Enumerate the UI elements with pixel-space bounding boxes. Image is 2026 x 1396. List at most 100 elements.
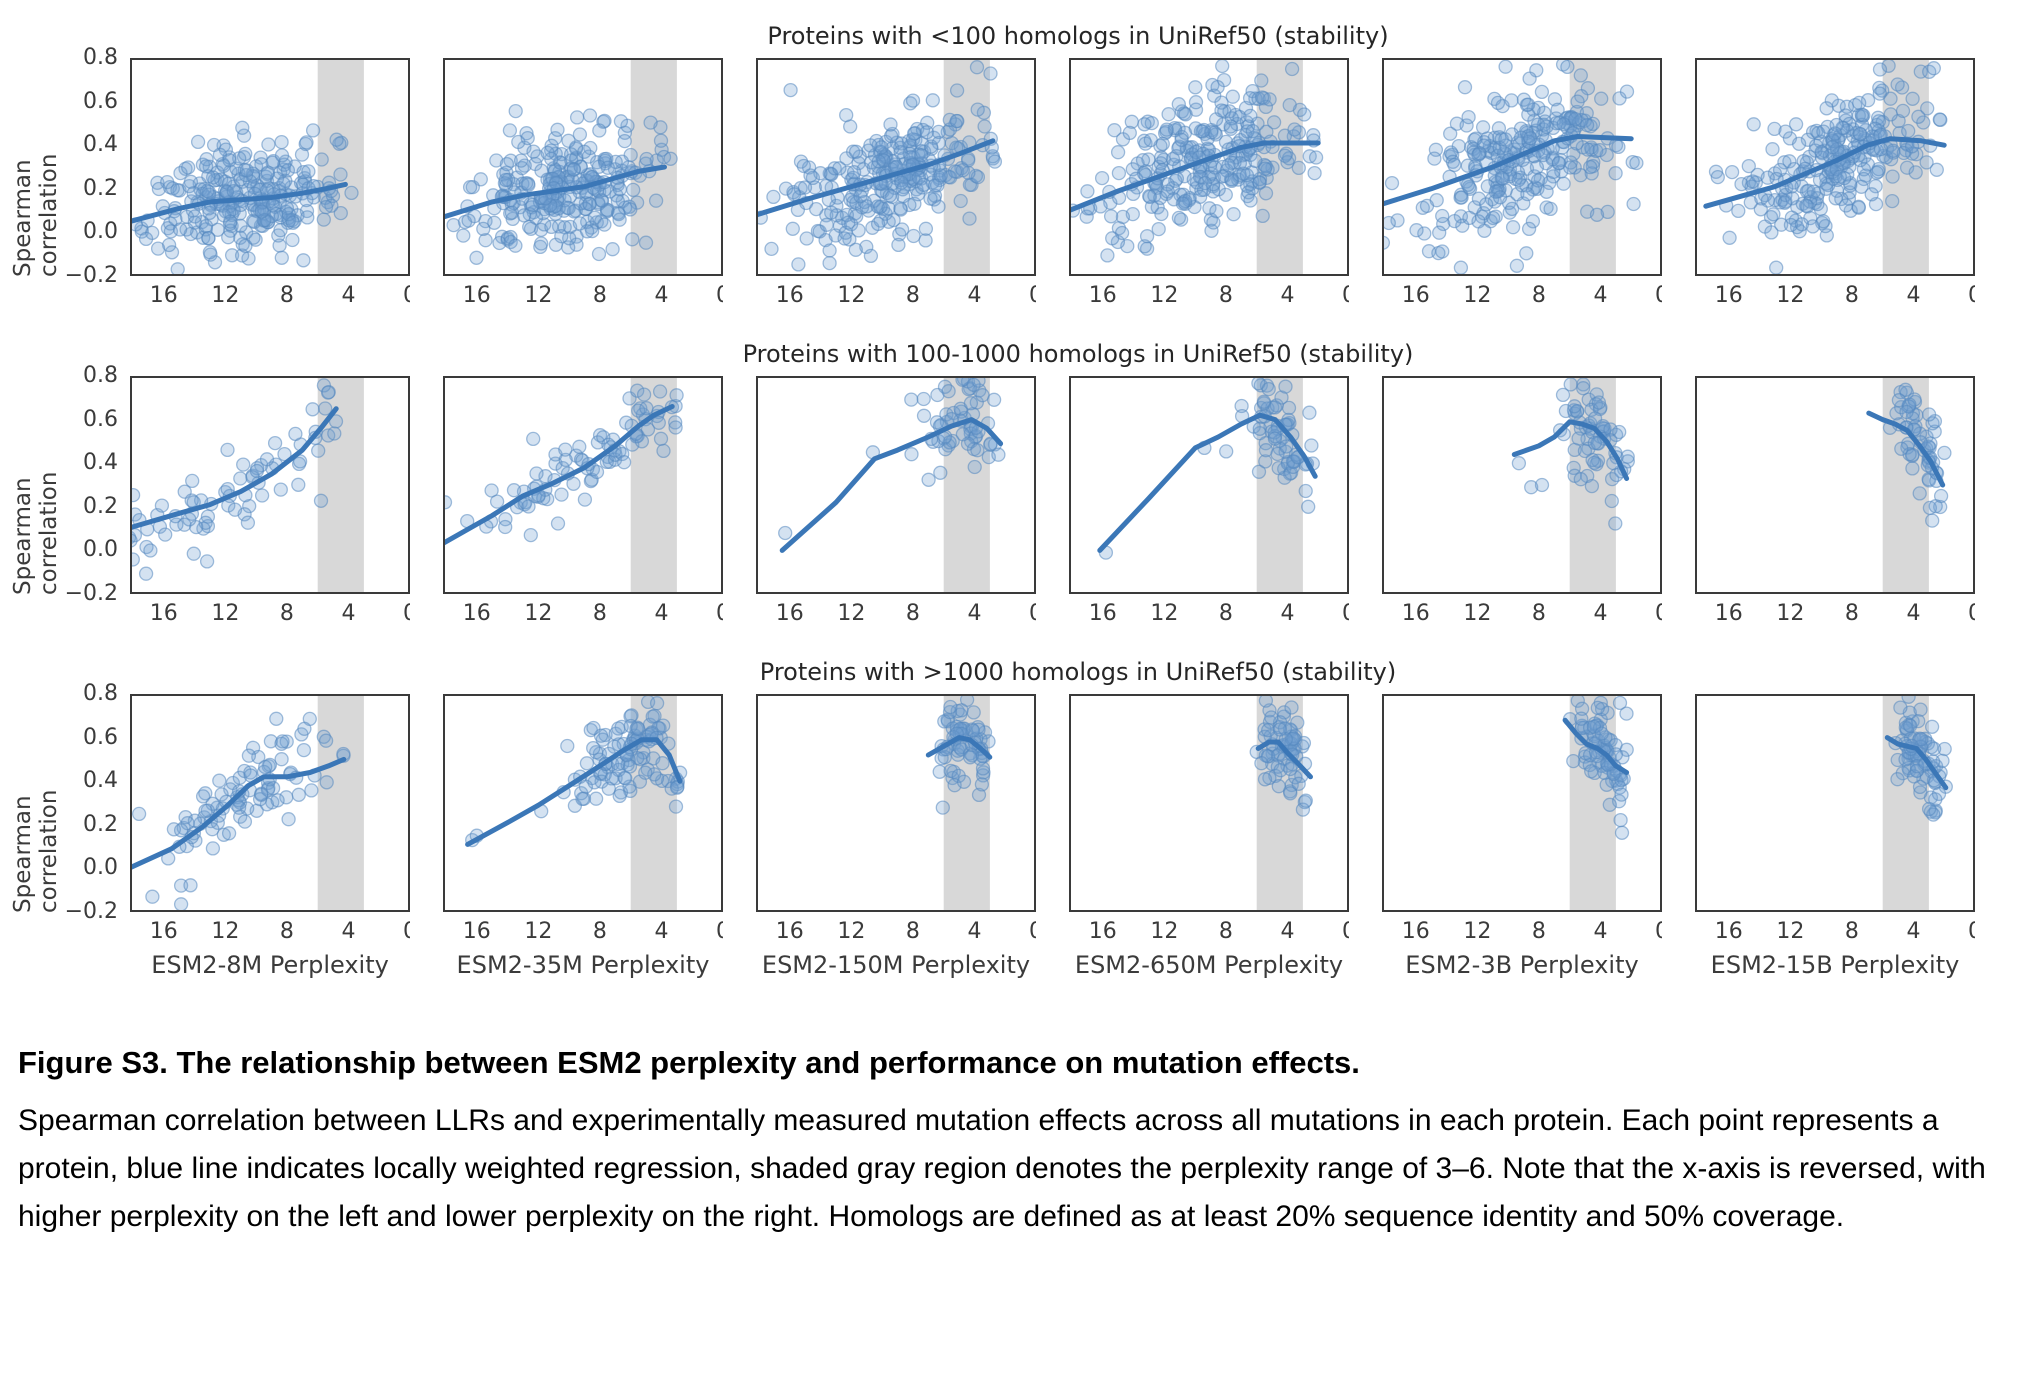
scatter-points: [132, 378, 344, 581]
x-tick-label: 4: [342, 919, 356, 944]
scatter-plot: 16 12 8 4 0: [443, 58, 723, 308]
x-tick-label: 16: [150, 283, 178, 308]
x-tick-label: 4: [1907, 283, 1921, 308]
x-tick-label: 0: [1655, 919, 1662, 944]
scatter-plot: 16 12 8 4 0: [443, 694, 723, 944]
x-tick-label: 4: [968, 919, 982, 944]
plot-frame: [1695, 58, 1975, 276]
scatter-plot: 16 12 8 4 0: [1695, 376, 1975, 626]
plot-frame: [1382, 376, 1662, 594]
x-tick-label: 4: [1594, 601, 1608, 626]
panel-esm2-3b-row-1: 16 12 8 4 0: [1382, 58, 1662, 310]
y-tick-label: 0.0: [83, 855, 118, 881]
regression-line: [1382, 134, 1634, 207]
regression-line: [1866, 410, 1946, 488]
regression-line: [779, 417, 1004, 553]
caption-title: Figure S3. The relationship between ESM2…: [18, 1045, 1360, 1080]
x-tick-label: 8: [1532, 283, 1546, 308]
x-tick-label: 8: [1532, 919, 1546, 944]
row-title: Proteins with 100-1000 homologs in UniRe…: [742, 340, 1414, 368]
x-tick-label: 12: [837, 919, 865, 944]
y-tick-label: 0.2: [83, 175, 118, 201]
plot-frame: [1695, 694, 1975, 912]
x-tick-label: 12: [211, 919, 239, 944]
panel-esm2-15b-row-2: 16 12 8 4 0: [1695, 376, 1975, 628]
x-axis-label: ESM2-15B Perplexity: [1710, 951, 1960, 979]
x-tick-label: 4: [1281, 601, 1295, 626]
x-tick-label: 4: [1907, 919, 1921, 944]
plot-frame: [1069, 694, 1349, 912]
x-tick-label: 12: [211, 601, 239, 626]
x-tick-label: 16: [1715, 919, 1743, 944]
panels-row-1: 16 12 8 4 0 16 12 8 4 0 16 12 8 4 0 16 12 8 4 0 16 12 8 4 0 16 12 8…: [130, 58, 1975, 310]
x-tick-label: 0: [403, 601, 410, 626]
x-tick-label: 0: [1655, 601, 1662, 626]
panel-esm2-3b-row-2: 16 12 8 4 0: [1382, 376, 1662, 628]
regression-line: [1097, 412, 1318, 553]
plot-frame: [130, 376, 410, 594]
scatter-plot: 16 12 8 4 0: [1382, 376, 1662, 626]
x-tick-label: 0: [403, 919, 410, 944]
panel-esm2-15b-row-3: 16 12 8 4 0 ESM2-15B Perplexity: [1695, 694, 1975, 982]
x-tick-label: 0: [1029, 283, 1036, 308]
regression-line: [443, 404, 675, 547]
regression-line: [1255, 739, 1313, 780]
x-tick-label: 4: [968, 283, 982, 308]
x-tick-label: 16: [150, 919, 178, 944]
x-tick-label: 8: [906, 283, 920, 308]
x-tick-label: 8: [906, 601, 920, 626]
x-tick-label: 12: [837, 601, 865, 626]
row-title: Proteins with >1000 homologs in UniRef50…: [759, 658, 1397, 686]
y-axis-gutter: Spearman correlation 0.8 0.6 0.4 0.2 0.0 −0.2: [0, 45, 130, 310]
row-lt100-homologs: Proteins with <100 homologs in UniRef50 …: [0, 14, 2026, 310]
x-tick-label: 12: [1776, 601, 1804, 626]
x-axis-label: ESM2-3B Perplexity: [1405, 951, 1639, 979]
x-tick-label: 4: [655, 601, 669, 626]
x-tick-label: 12: [1150, 283, 1178, 308]
x-tick-label: 4: [342, 601, 356, 626]
panel-esm2-15b-row-1: 16 12 8 4 0: [1695, 58, 1975, 310]
x-tick-label: 12: [524, 601, 552, 626]
x-tick-label: 0: [1029, 601, 1036, 626]
perplexity-band-3-6: [317, 59, 364, 275]
x-tick-label: 8: [1219, 283, 1233, 308]
x-tick-label: 12: [1776, 919, 1804, 944]
x-tick-label: 16: [1402, 283, 1430, 308]
x-tick-label: 8: [1532, 601, 1546, 626]
scatter-points: [778, 378, 1006, 541]
scatter-plot: 16 12 8 4 0: [1695, 58, 1975, 308]
y-tick-label: 0.4: [83, 768, 118, 794]
scatter-plot: 16 12 8 4 0: [130, 376, 410, 626]
scatter-points: [1562, 696, 1634, 840]
panel-esm2-35m-row-3: 16 12 8 4 0ESM2-35M Perplexity: [443, 694, 723, 982]
plot-frame: [443, 58, 723, 276]
x-tick-label: 0: [403, 283, 410, 308]
y-axis-gutter: Spearman correlation 0.8 0.6 0.4 0.2 0.0 −0.2: [0, 681, 130, 946]
x-tick-label: 0: [1968, 601, 1975, 626]
row-gt1000-homologs: Proteins with >1000 homologs in UniRef50…: [0, 650, 2026, 982]
x-tick-label: 0: [1342, 919, 1349, 944]
plot-frame: [443, 694, 723, 912]
x-tick-label: 8: [593, 283, 607, 308]
y-tick-label: 0.8: [83, 45, 118, 70]
y-tick-label: 0.0: [83, 537, 118, 563]
plot-frame: [1382, 58, 1662, 276]
x-tick-label: 16: [1402, 601, 1430, 626]
y-tick-label: 0.2: [83, 811, 118, 837]
plot-frame: [130, 694, 410, 912]
regression-line: [443, 164, 667, 220]
scatter-plot: 16 12 8 4 0: [756, 58, 1036, 308]
regression-line: [130, 406, 339, 531]
x-axis-label: ESM2-150M Perplexity: [761, 951, 1031, 979]
panel-esm2-650m-row-1: 16 12 8 4 0: [1069, 58, 1349, 310]
y-tick-label: 0.8: [83, 363, 118, 388]
x-tick-label: 16: [463, 283, 491, 308]
plot-frame: [1069, 58, 1349, 276]
x-tick-label: 8: [593, 919, 607, 944]
x-axis-label: ESM2-650M Perplexity: [1074, 951, 1344, 979]
regression-line: [130, 181, 348, 224]
x-tick-label: 16: [1715, 283, 1743, 308]
regression-line: [130, 756, 347, 871]
x-tick-label: 16: [463, 601, 491, 626]
x-tick-label: 16: [776, 601, 804, 626]
